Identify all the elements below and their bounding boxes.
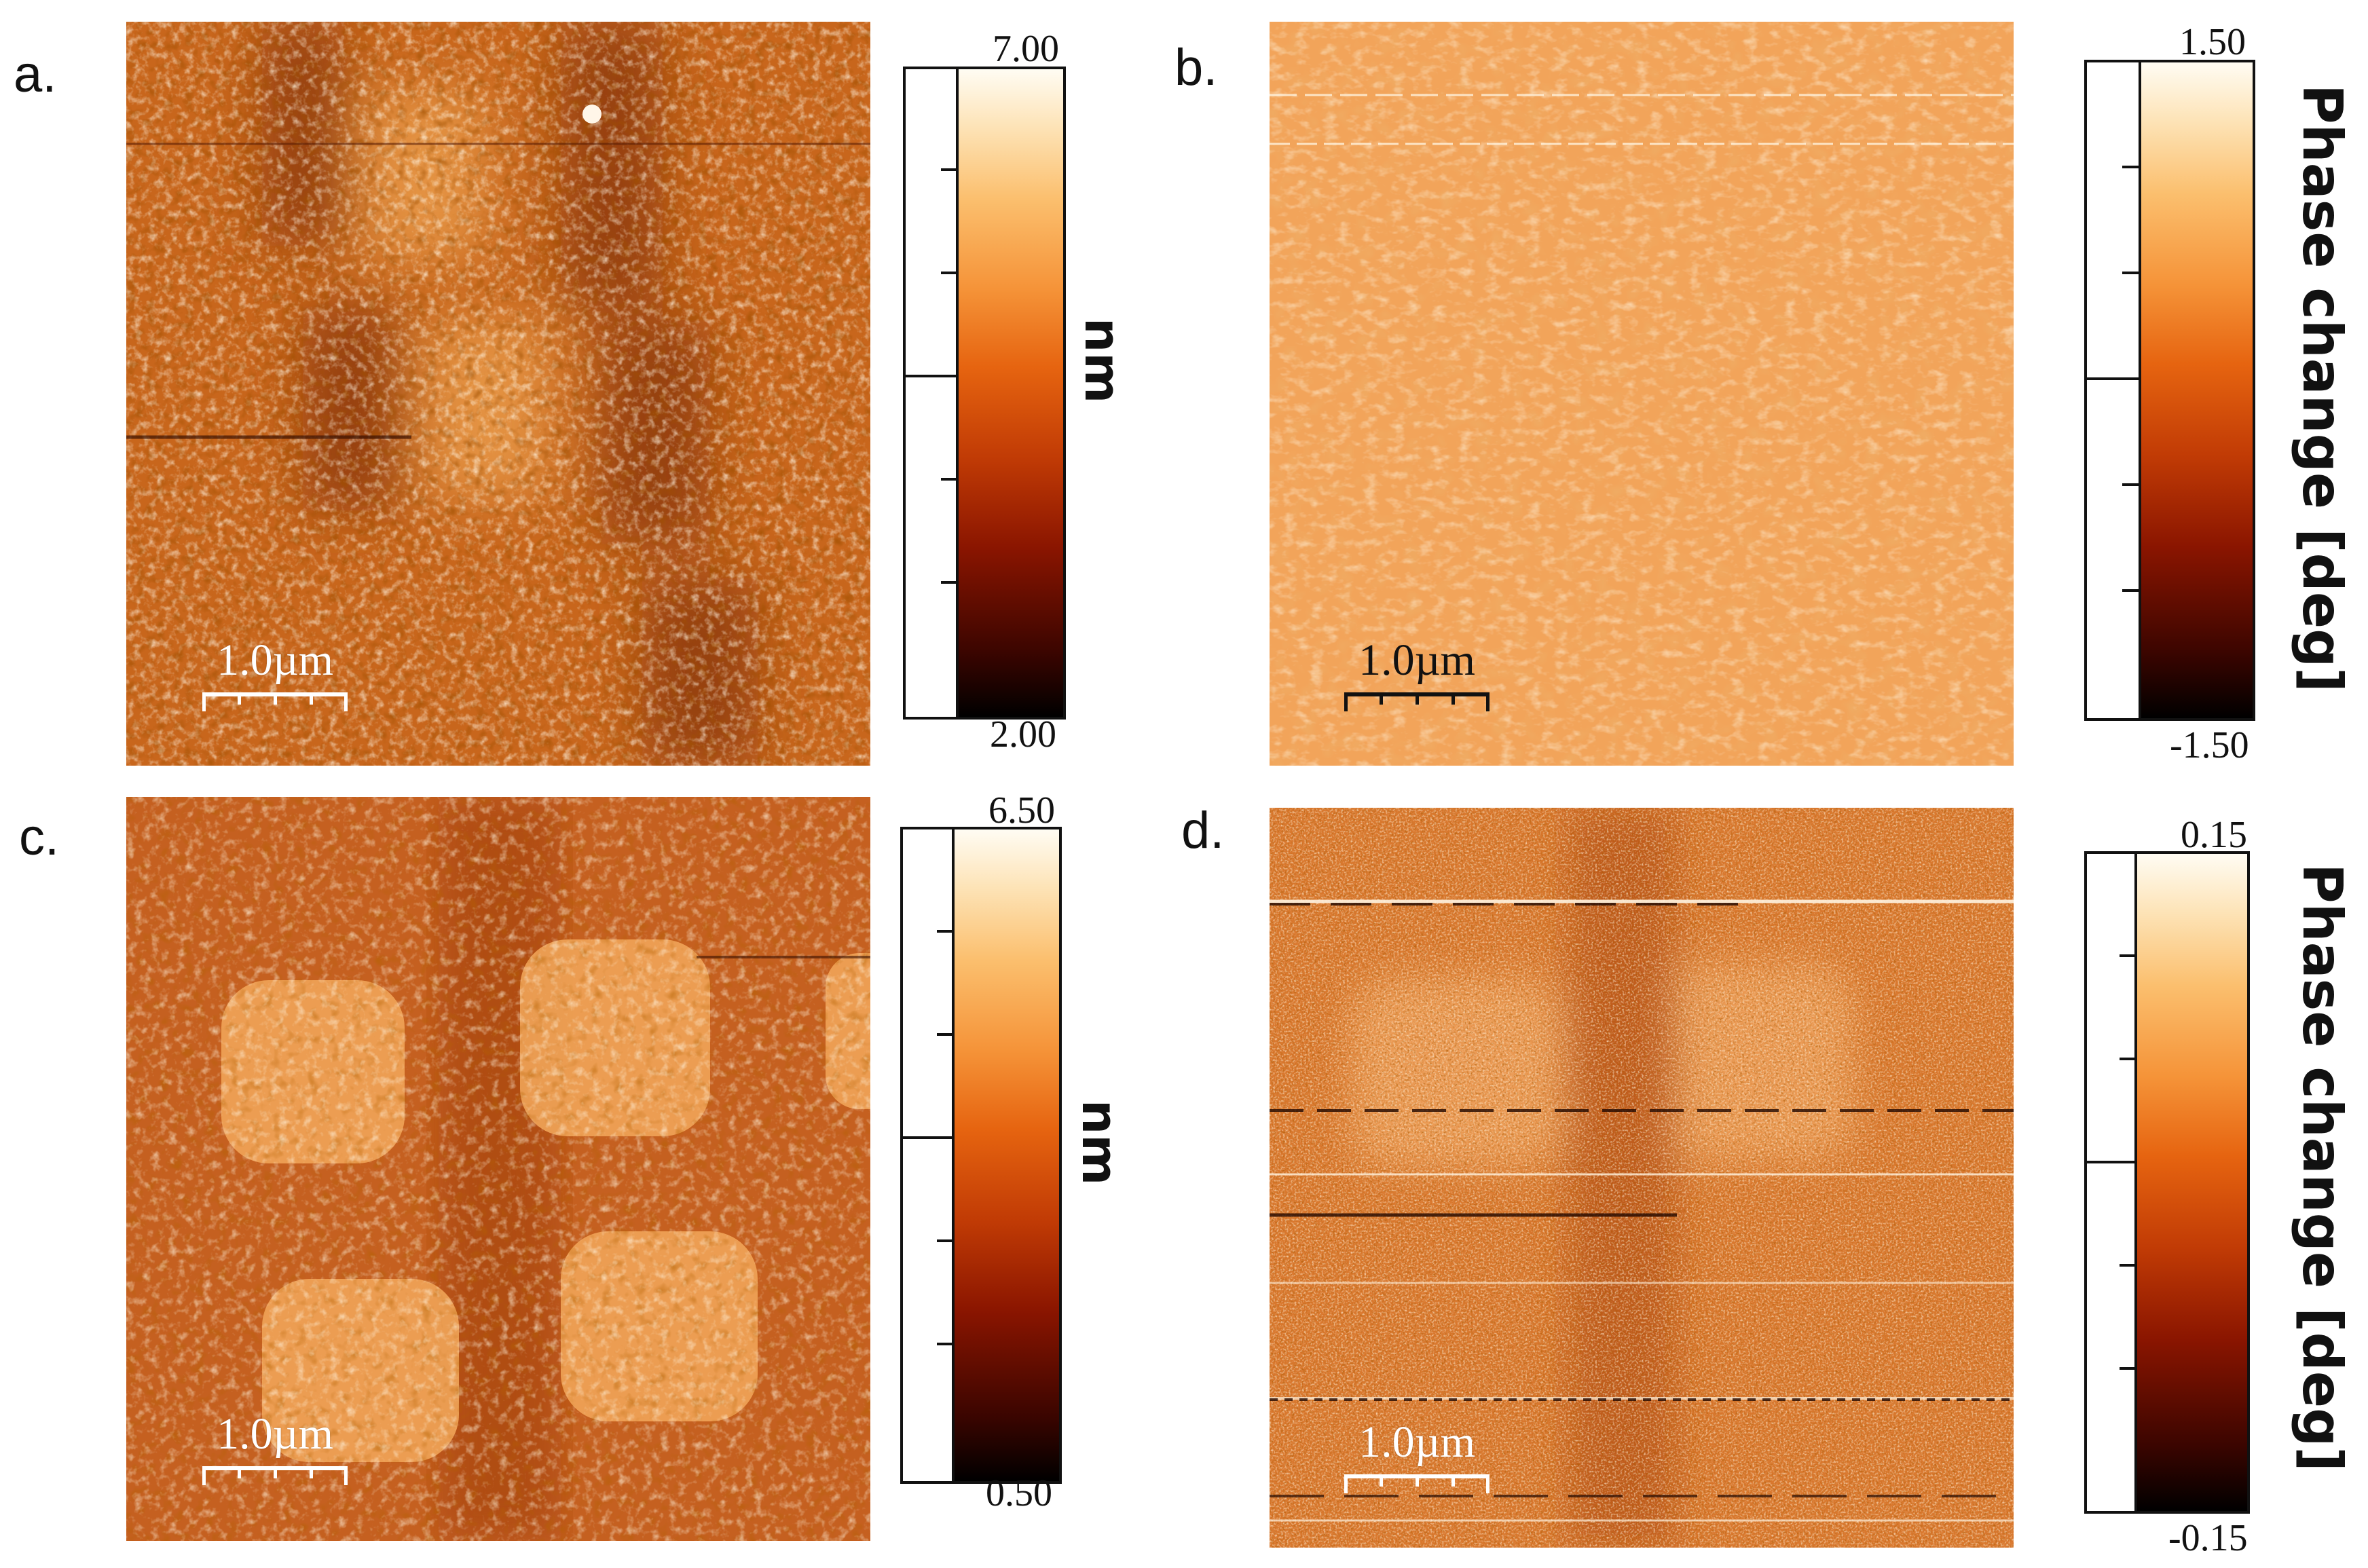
afm-height-image-a (126, 22, 870, 766)
color-scale-min-a: 2.00 (990, 713, 1056, 755)
color-scale-c: 6.50 0.50 (900, 789, 1104, 1522)
afm-height-image-c (126, 797, 870, 1541)
afm-phase-image-d (1270, 808, 2014, 1548)
color-scale-d: 0.15 -0.15 (2084, 813, 2288, 1557)
scale-bar-c: 1.0µm (202, 1412, 348, 1487)
color-scale-unit-b: Phase change [deg] (2291, 84, 2354, 692)
color-scale-b: 1.50 -1.50 (2084, 20, 2288, 764)
color-scale-a: 7.00 2.00 (903, 27, 1107, 760)
scale-bar-b: 1.0µm (1344, 638, 1490, 713)
scale-bar-d: 1.0µm (1344, 1420, 1490, 1495)
color-scale-max-d: 0.15 (2181, 814, 2247, 856)
scale-bar-a: 1.0µm (202, 638, 348, 713)
color-scale-max-b: 1.50 (2179, 21, 2246, 63)
scale-bar-label-a: 1.0µm (217, 635, 333, 685)
color-scale-min-c: 0.50 (986, 1472, 1052, 1514)
panel-label-c: c. (19, 808, 60, 866)
panel-label-b: b. (1174, 39, 1218, 96)
panel-label-d: d. (1181, 802, 1225, 859)
color-scale-min-d: -0.15 (2168, 1517, 2248, 1559)
scale-bar-label-b: 1.0µm (1358, 635, 1475, 685)
color-scale-max-a: 7.00 (993, 28, 1059, 70)
color-scale-unit-d: Phase change [deg] (2291, 863, 2354, 1472)
panel-label-a: a. (14, 45, 57, 103)
color-scale-max-c: 6.50 (988, 789, 1055, 832)
scale-bar-label-c: 1.0µm (217, 1409, 333, 1459)
color-scale-unit-c: nm (1071, 1100, 1128, 1186)
color-scale-unit-a: nm (1074, 318, 1131, 404)
scale-bar-label-d: 1.0µm (1358, 1417, 1475, 1467)
color-scale-min-b: -1.50 (2170, 724, 2249, 766)
afm-phase-image-b (1270, 22, 2014, 766)
